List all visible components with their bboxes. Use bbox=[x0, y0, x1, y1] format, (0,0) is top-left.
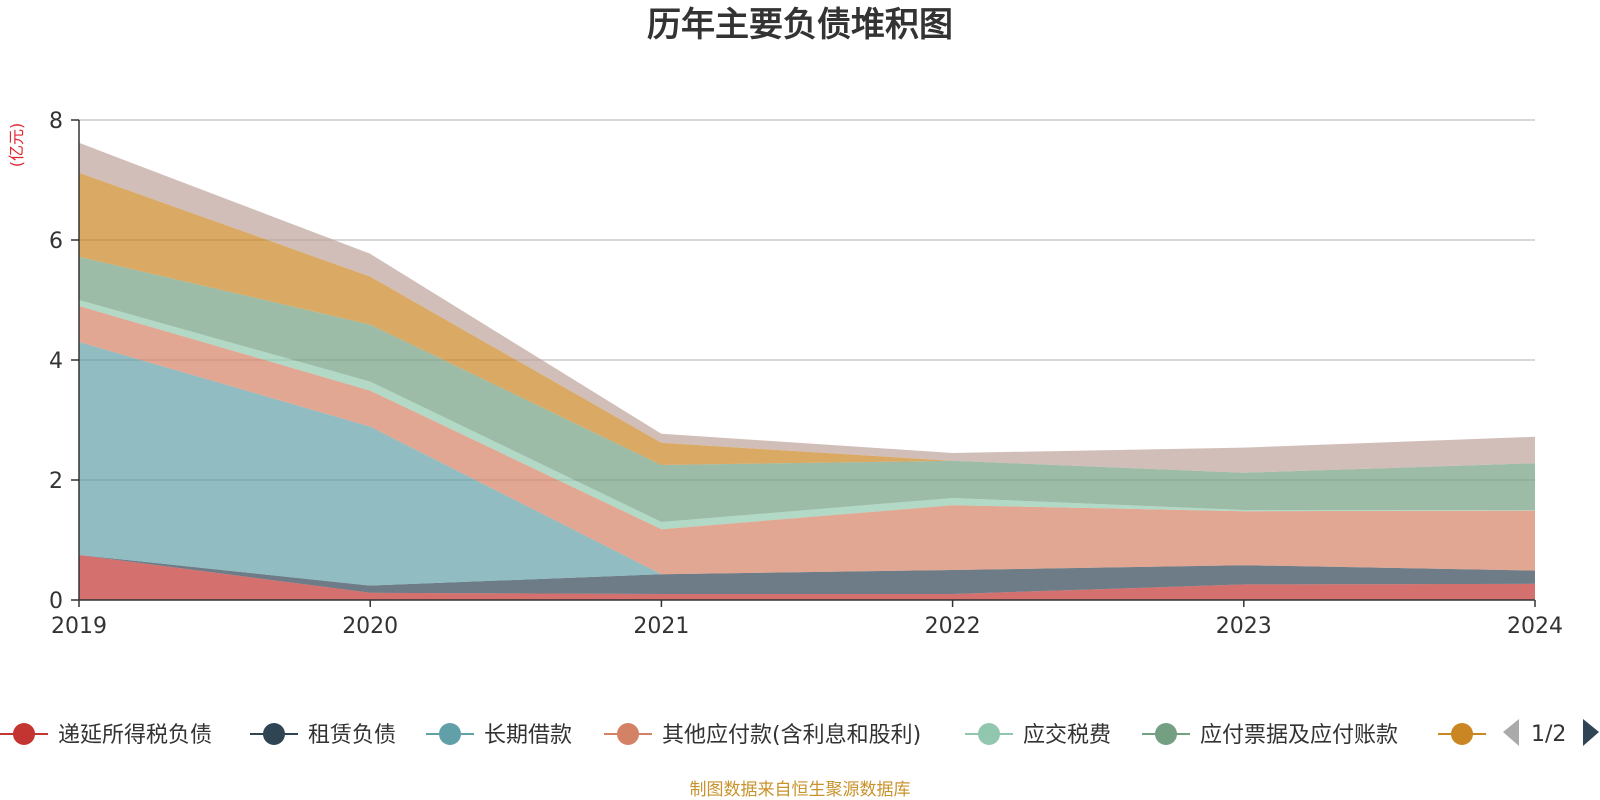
legend-circle-marker bbox=[1451, 723, 1473, 745]
area-series-0[interactable] bbox=[79, 555, 1535, 600]
legend-label: 长期借款 bbox=[484, 723, 572, 748]
legend-circle-marker bbox=[263, 723, 285, 745]
legend-label: 递延所得税负债 bbox=[58, 723, 212, 748]
legend[interactable]: 递延所得税负债 租赁负债 长期借款 其他应付款(含利息和股利) 应交税费 应付票据及应付账… bbox=[0, 723, 1486, 748]
y-tick-label: 2 bbox=[49, 469, 63, 494]
legend-pager: 1/2 bbox=[1503, 719, 1599, 747]
area-series-6[interactable] bbox=[79, 172, 1535, 473]
legend-circle-marker bbox=[13, 723, 35, 745]
legend-circle-marker bbox=[978, 723, 1000, 745]
y-tick-label: 8 bbox=[49, 109, 63, 134]
legend-item[interactable]: 租赁负债 bbox=[250, 723, 396, 748]
chart-title: 历年主要负债堆积图 bbox=[647, 5, 953, 45]
x-tick-label: 2023 bbox=[1216, 614, 1272, 639]
legend-item[interactable]: 长期借款 bbox=[426, 723, 572, 748]
y-tick-label: 0 bbox=[49, 589, 63, 614]
legend-item[interactable]: 应付票据及应付账款 bbox=[1142, 723, 1398, 748]
area-series-5[interactable] bbox=[79, 256, 1535, 522]
legend-item[interactable] bbox=[1438, 723, 1486, 745]
y-tick-label: 4 bbox=[49, 349, 63, 374]
legend-item[interactable]: 应交税费 bbox=[965, 723, 1111, 748]
x-tick-label: 2021 bbox=[633, 614, 689, 639]
axes: 0 2 4 6 8 2019 2020 2021 2022 2023 2024 bbox=[49, 109, 1563, 639]
area-series-1[interactable] bbox=[79, 555, 1535, 594]
x-tick-label: 2024 bbox=[1507, 614, 1563, 639]
legend-label: 租赁负债 bbox=[308, 723, 396, 748]
source-note: 制图数据来自恒生聚源数据库 bbox=[690, 780, 911, 800]
legend-next-arrow-icon[interactable] bbox=[1583, 719, 1599, 746]
area-series-2[interactable] bbox=[79, 342, 1535, 586]
unit-label: (亿元) bbox=[7, 123, 26, 168]
legend-circle-marker bbox=[617, 723, 639, 745]
legend-label: 应交税费 bbox=[1023, 723, 1111, 748]
x-tick-label: 2020 bbox=[342, 614, 398, 639]
legend-item[interactable]: 递延所得税负债 bbox=[0, 723, 212, 748]
area-series-3[interactable] bbox=[79, 306, 1535, 575]
legend-label: 应付票据及应付账款 bbox=[1200, 723, 1398, 748]
legend-label: 其他应付款(含利息和股利) bbox=[662, 723, 921, 748]
legend-item[interactable]: 其他应付款(含利息和股利) bbox=[604, 723, 921, 748]
x-tick-label: 2022 bbox=[925, 614, 981, 639]
y-tick-label: 6 bbox=[49, 229, 63, 254]
x-tick-label: 2019 bbox=[51, 614, 107, 639]
legend-page-indicator: 1/2 bbox=[1531, 722, 1566, 747]
area-series-group bbox=[79, 142, 1535, 600]
legend-prev-arrow-icon[interactable] bbox=[1503, 719, 1519, 746]
legend-circle-marker bbox=[1155, 723, 1177, 745]
legend-circle-marker bbox=[439, 723, 461, 745]
